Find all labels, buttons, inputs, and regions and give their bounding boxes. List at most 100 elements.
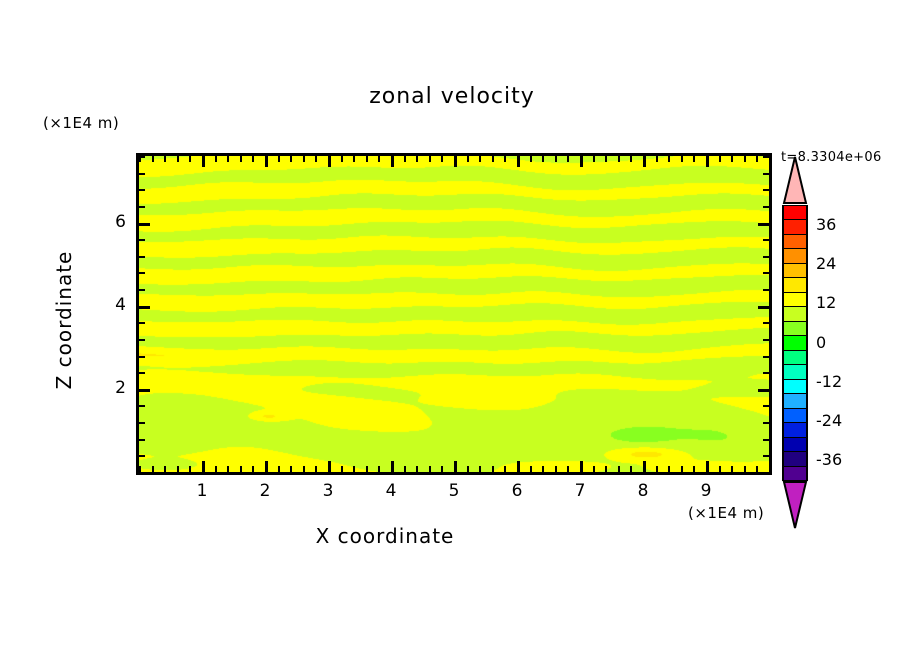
x-tick-top xyxy=(429,156,431,162)
x-tick-top xyxy=(731,156,733,162)
colorbar-band xyxy=(782,407,808,424)
x-tick-bottom xyxy=(567,466,569,472)
colorbar-band xyxy=(782,349,808,366)
x-tick-bottom xyxy=(517,461,520,472)
x-tick-bottom xyxy=(643,461,646,472)
x-tick-bottom xyxy=(227,466,229,472)
x-tick-label: 7 xyxy=(574,481,586,501)
x-tick-top xyxy=(152,156,154,162)
y-tick-right xyxy=(763,289,769,291)
x-axis-unit-label: (×1E4 m) xyxy=(688,504,765,522)
y-tick-left xyxy=(139,339,145,341)
y-tick-right xyxy=(758,223,769,226)
y-tick-left xyxy=(139,173,145,175)
y-tick-right xyxy=(763,439,769,441)
colorbar: 36 24 12 0 -12 -24 -36 xyxy=(782,156,842,529)
x-tick-top xyxy=(265,156,268,167)
x-tick-bottom xyxy=(706,461,709,472)
y-tick-right xyxy=(763,455,769,457)
x-tick-top xyxy=(580,156,583,167)
x-tick-top xyxy=(189,156,191,162)
x-tick-bottom xyxy=(215,466,217,472)
x-tick-bottom xyxy=(240,466,242,472)
y-tick-right xyxy=(763,356,769,358)
x-tick-top xyxy=(656,156,658,162)
x-tick-bottom xyxy=(618,466,620,472)
x-tick-bottom xyxy=(656,466,658,472)
x-tick-top xyxy=(492,156,494,162)
x-tick-bottom xyxy=(328,461,331,472)
y-tick-right xyxy=(763,472,769,474)
colorbar-band xyxy=(782,205,808,221)
colorbar-tick-label: 12 xyxy=(816,293,837,313)
x-tick-top xyxy=(164,156,166,162)
x-tick-bottom xyxy=(454,461,457,472)
x-tick-top xyxy=(378,156,380,162)
colorbar-band xyxy=(782,422,808,438)
x-tick-top xyxy=(328,156,331,167)
x-tick-bottom xyxy=(693,466,695,472)
y-tick-left xyxy=(139,439,145,441)
x-tick-bottom xyxy=(278,466,280,472)
colorbar-band xyxy=(782,262,808,279)
y-tick-right xyxy=(763,189,769,191)
x-tick-bottom xyxy=(315,466,317,472)
x-tick-top xyxy=(202,156,205,167)
x-tick-label: 8 xyxy=(637,481,649,501)
x-tick-top xyxy=(530,156,532,162)
x-tick-bottom xyxy=(265,461,268,472)
x-tick-top xyxy=(215,156,217,162)
x-tick-bottom xyxy=(441,466,443,472)
x-tick-top xyxy=(630,156,632,162)
y-tick-left xyxy=(139,223,150,226)
x-tick-bottom xyxy=(630,466,632,472)
x-tick-bottom xyxy=(290,466,292,472)
x-tick-bottom xyxy=(479,466,481,472)
x-tick-top xyxy=(454,156,457,167)
colorbar-under-arrow-icon xyxy=(782,481,808,529)
y-tick-label: 2 xyxy=(115,377,126,398)
x-tick-bottom xyxy=(744,466,746,472)
y-tick-left xyxy=(139,472,145,474)
colorbar-tick-label: -36 xyxy=(816,450,843,470)
y-tick-right xyxy=(758,389,769,392)
y-tick-left xyxy=(139,322,145,324)
colorbar-band xyxy=(782,364,808,380)
x-tick-bottom xyxy=(769,466,771,472)
x-tick-top xyxy=(542,156,544,162)
x-tick-top xyxy=(567,156,569,162)
x-tick-bottom xyxy=(756,466,758,472)
x-tick-top xyxy=(252,156,254,162)
colorbar-band xyxy=(782,436,808,453)
x-tick-bottom xyxy=(719,466,721,472)
x-tick-top xyxy=(278,156,280,162)
x-tick-bottom xyxy=(303,466,305,472)
y-tick-left xyxy=(139,405,145,407)
x-tick-top xyxy=(719,156,721,162)
colorbar-band xyxy=(782,291,808,308)
page-title: zonal velocity xyxy=(369,84,535,109)
colorbar-band xyxy=(782,248,808,264)
colorbar-band xyxy=(782,320,808,337)
x-tick-top xyxy=(668,156,670,162)
y-tick-left xyxy=(139,422,145,424)
y-axis-title: Z coordinate xyxy=(52,250,76,390)
x-tick-bottom xyxy=(580,461,583,472)
x-tick-bottom xyxy=(681,466,683,472)
y-tick-right xyxy=(763,422,769,424)
colorbar-tick-label: 36 xyxy=(816,214,837,234)
x-tick-top xyxy=(467,156,469,162)
colorbar-band xyxy=(782,219,808,235)
colorbar-band xyxy=(782,335,808,351)
colorbar-tick-label: 0 xyxy=(816,332,827,352)
x-tick-top xyxy=(517,156,520,167)
x-tick-top xyxy=(227,156,229,162)
x-tick-bottom xyxy=(467,466,469,472)
y-tick-right xyxy=(763,173,769,175)
y-tick-left xyxy=(139,372,145,374)
colorbar-over-arrow-icon xyxy=(782,156,808,204)
x-tick-top xyxy=(315,156,317,162)
colorbar-band xyxy=(782,451,808,467)
y-tick-left xyxy=(139,239,145,241)
x-tick-top xyxy=(618,156,620,162)
